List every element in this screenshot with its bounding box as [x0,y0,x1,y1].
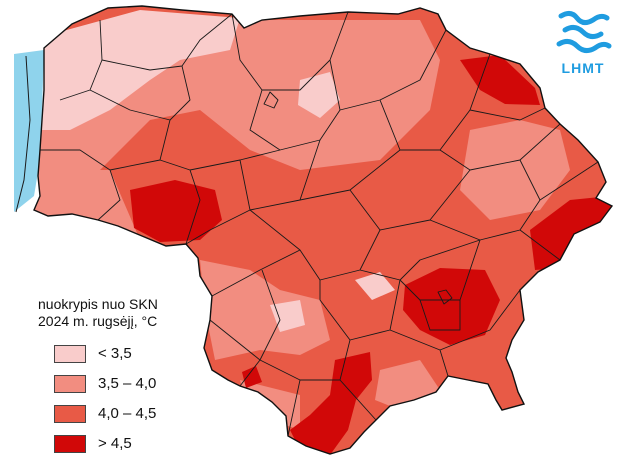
legend-item-3.5-4.0: 3,5 – 4,0 [38,369,248,398]
legend-swatch [54,434,86,453]
legend-item-above-4.5: > 4,5 [38,429,248,458]
class-zone-below-3.5 [270,300,305,332]
class-zone-above-4.5 [130,180,222,242]
legend-label: > 4,5 [98,435,132,452]
class-zone-3.5-4.0 [460,120,570,220]
legend-item-below-3.5: < 3,5 [38,339,248,368]
class-zone-above-4.5 [403,268,500,345]
legend-subtitle: 2024 m. rugsėjį, °C [38,313,158,329]
class-zone-below-3.5 [34,10,240,130]
class-zone-3.5-4.0 [34,170,140,240]
wave-logo-icon [556,10,612,54]
legend-items: < 3,5 3,5 – 4,0 4,0 – 4,5 > 4,5 [38,339,248,458]
class-zone-below-3.5 [355,272,395,300]
class-zone-above-4.5 [290,352,372,454]
legend-swatch [54,344,86,363]
map-legend: nuokrypis nuo SKN 2024 m. rugsėjį, °C < … [38,296,248,459]
class-zone-above-4.5 [530,196,612,270]
district-borders [40,11,599,437]
curonian-spit [15,55,31,213]
legend-swatch [54,374,86,393]
class-zone-above-4.5 [242,366,262,388]
class-zone-below-3.5 [298,72,340,118]
legend-label: < 3,5 [98,345,132,362]
legend-label: 3,5 – 4,0 [98,375,157,392]
lhmt-logo: LHMT [553,8,613,78]
legend-label: 4,0 – 4,5 [98,405,157,422]
class-zone-above-4.5 [460,55,540,105]
logo-text: LHMT [561,60,605,76]
legend-item-4.0-4.5: 4,0 – 4,5 [38,399,248,428]
legend-title: nuokrypis nuo SKN [38,296,158,312]
legend-swatch [54,404,86,423]
